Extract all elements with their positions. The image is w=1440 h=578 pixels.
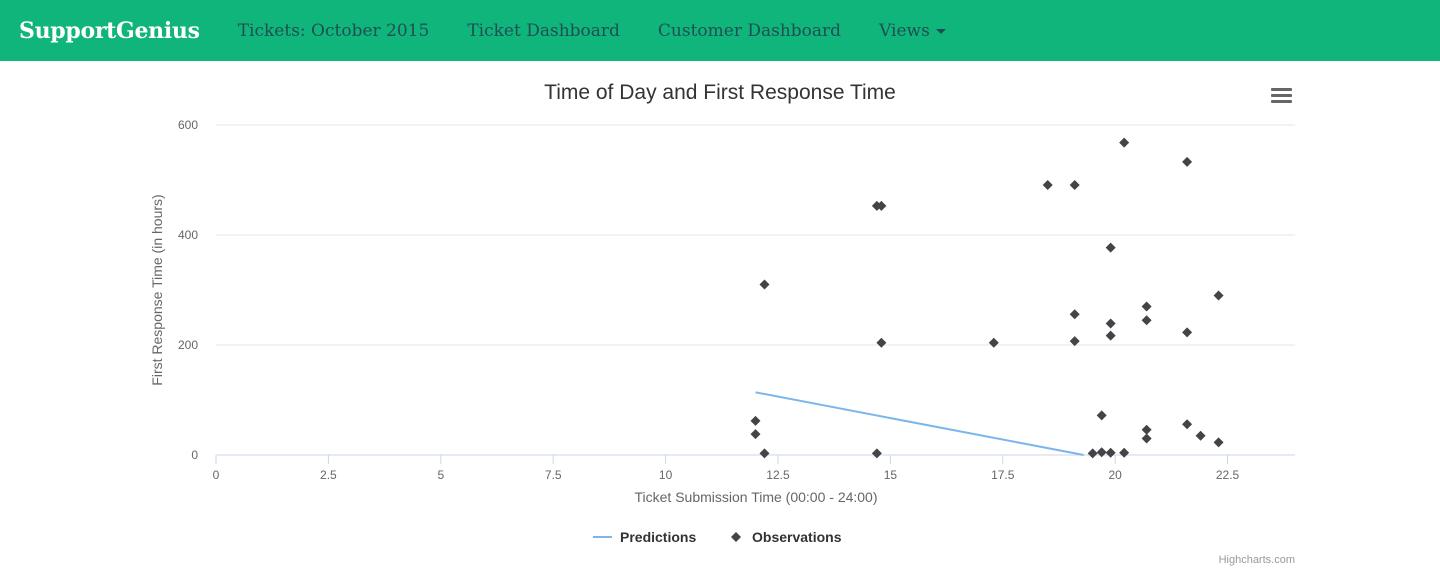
- navbar: SupportGenius Tickets: October 2015 Tick…: [0, 0, 1440, 61]
- observation-point[interactable]: [1141, 315, 1152, 326]
- observation-point[interactable]: [750, 415, 761, 426]
- observation-point[interactable]: [1141, 424, 1152, 435]
- nav-ticket-dashboard[interactable]: Ticket Dashboard: [467, 20, 620, 41]
- observation-point[interactable]: [1042, 179, 1053, 190]
- observation-point[interactable]: [1069, 336, 1080, 347]
- observation-point[interactable]: [1105, 318, 1116, 329]
- legend-item-observations[interactable]: Observations: [731, 529, 842, 545]
- observation-point[interactable]: [1096, 447, 1107, 458]
- x-axis-title: Ticket Submission Time (00:00 - 24:00): [634, 489, 877, 505]
- observation-point[interactable]: [759, 448, 770, 459]
- observation-point[interactable]: [1105, 330, 1116, 341]
- caret-down-icon: [935, 28, 946, 34]
- y-tick-label: 200: [178, 338, 198, 352]
- x-tick-label: 15: [884, 468, 898, 482]
- x-tick-label: 7.5: [545, 468, 562, 482]
- x-tick-label: 17.5: [991, 468, 1015, 482]
- observation-point[interactable]: [1105, 242, 1116, 253]
- x-tick-label: 12.5: [766, 468, 790, 482]
- observation-point[interactable]: [1141, 301, 1152, 312]
- chart-title: Time of Day and First Response Time: [544, 81, 896, 104]
- hamburger-menu-icon: [1271, 88, 1292, 103]
- observation-point[interactable]: [871, 448, 882, 459]
- y-tick-label: 600: [178, 118, 198, 132]
- observation-point[interactable]: [1182, 327, 1193, 338]
- observation-point[interactable]: [1182, 156, 1193, 167]
- highcharts-credits[interactable]: Highcharts.com: [1219, 554, 1295, 566]
- observation-point[interactable]: [1119, 447, 1130, 458]
- x-tick-label: 0: [213, 468, 220, 482]
- observation-point[interactable]: [750, 429, 761, 440]
- x-tick-label: 10: [659, 468, 673, 482]
- legend-observations-label: Observations: [752, 529, 842, 545]
- observation-point[interactable]: [759, 279, 770, 290]
- x-tick-label: 22.5: [1216, 468, 1240, 482]
- observation-point[interactable]: [1213, 290, 1224, 301]
- legend-predictions-label: Predictions: [620, 529, 696, 545]
- scatter-chart: 0 200 400 600 0 2.5 5 7.5 10 12.5 15 17.5 20 22.5 Tim…: [149, 81, 1295, 566]
- predictions-line[interactable]: [755, 391, 1084, 456]
- x-tick-label: 5: [437, 468, 444, 482]
- chart-grid: [216, 124, 1295, 346]
- observation-point[interactable]: [1105, 447, 1116, 458]
- observation-point[interactable]: [1195, 430, 1206, 441]
- observation-point[interactable]: [876, 337, 887, 348]
- chart-axes: 0 200 400 600 0 2.5 5 7.5 10 12.5 15 17.5 20 22.5: [178, 118, 1295, 482]
- chart-series: [750, 137, 1224, 459]
- observation-point[interactable]: [1182, 419, 1193, 430]
- observation-point[interactable]: [1069, 309, 1080, 320]
- nav-views-label: Views: [879, 20, 930, 41]
- chart-legend: Predictions Observations: [593, 529, 842, 545]
- chart-container: 0 200 400 600 0 2.5 5 7.5 10 12.5 15 17.5 20 22.5 Tim…: [0, 61, 1440, 574]
- chart-menu-button[interactable]: [1270, 83, 1294, 107]
- legend-observations-diamond-icon: [731, 532, 741, 542]
- observation-point[interactable]: [1141, 433, 1152, 444]
- nav-customer-dashboard[interactable]: Customer Dashboard: [657, 20, 842, 41]
- x-tick-label: 20: [1108, 468, 1122, 482]
- observation-point[interactable]: [876, 200, 887, 211]
- y-tick-label: 0: [191, 448, 198, 462]
- y-axis-title: First Response Time (in hours): [149, 194, 165, 385]
- legend-item-predictions[interactable]: Predictions: [593, 529, 696, 545]
- observation-point[interactable]: [1119, 137, 1130, 148]
- brand-logo[interactable]: SupportGenius: [19, 17, 200, 44]
- observation-point[interactable]: [1069, 179, 1080, 190]
- observation-point[interactable]: [1087, 448, 1098, 459]
- x-tick-label: 2.5: [320, 468, 337, 482]
- nav-tickets-october[interactable]: Tickets: October 2015: [237, 20, 430, 41]
- observation-point[interactable]: [988, 337, 999, 348]
- nav-views-dropdown[interactable]: Views: [879, 21, 946, 41]
- observation-point[interactable]: [1096, 410, 1107, 421]
- observation-point[interactable]: [1213, 437, 1224, 448]
- y-tick-label: 400: [178, 228, 198, 242]
